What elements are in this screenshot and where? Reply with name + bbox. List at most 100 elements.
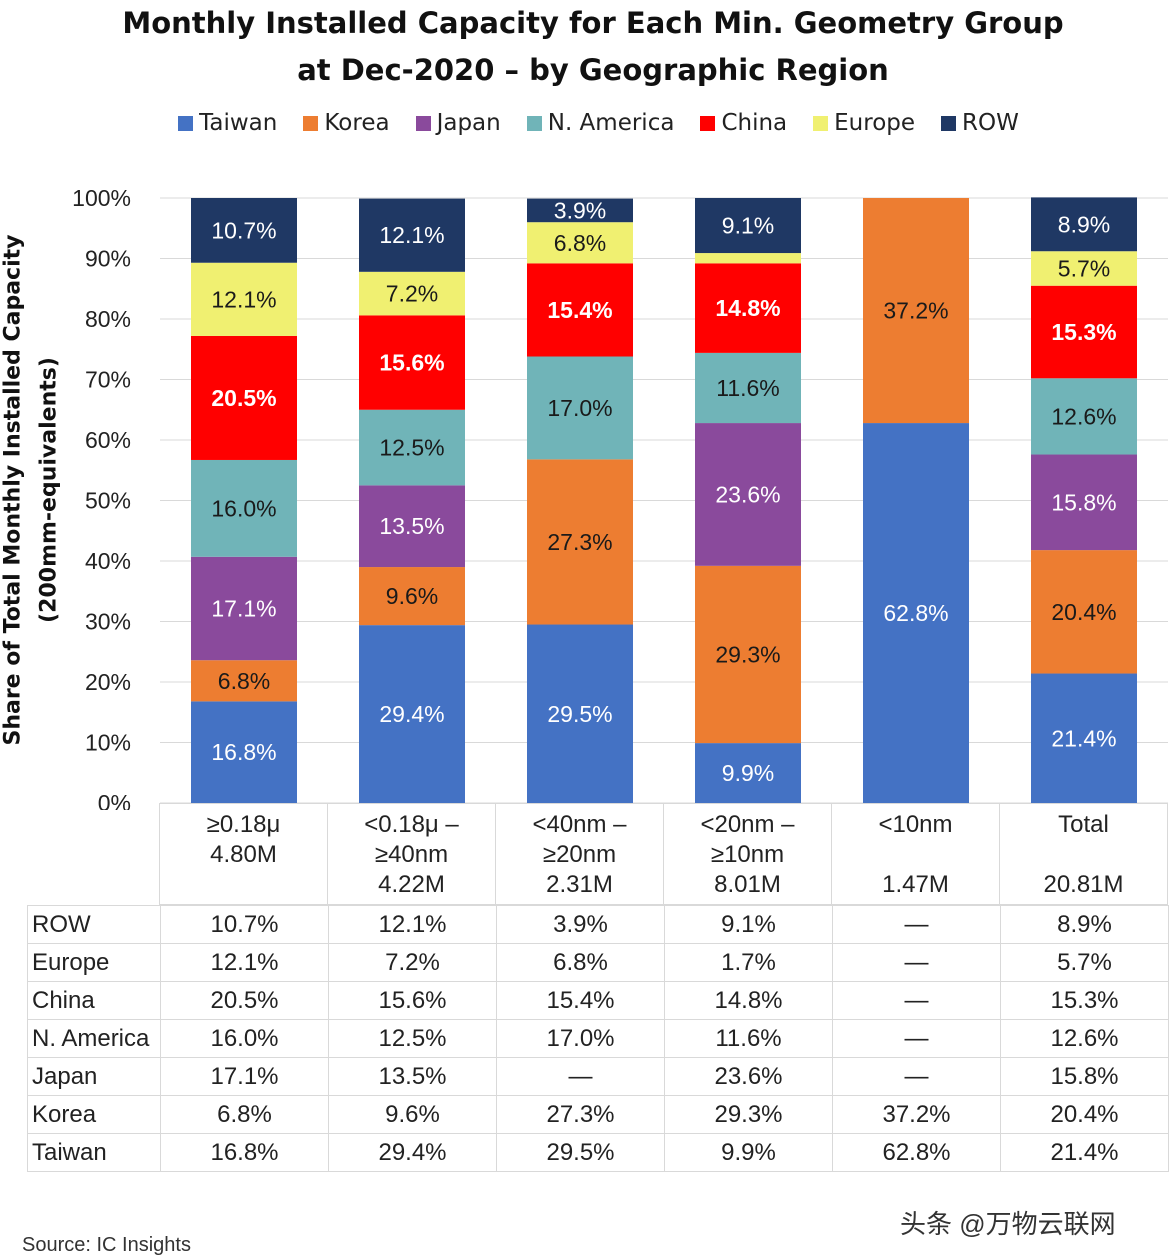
data-label-japan: 15.8% [1051, 489, 1116, 515]
table-cell: 16.0% [160, 1019, 329, 1058]
table-cell: 15.4% [496, 981, 665, 1020]
table-cell: — [832, 1057, 1001, 1096]
legend-swatch [178, 115, 194, 131]
category-header-spacer [0, 804, 160, 905]
bar-segment-taiwan [695, 743, 801, 803]
table-cell: 21.4% [1000, 1133, 1169, 1172]
data-label-row: 8.9% [1058, 211, 1110, 237]
legend-item-n-america: N. America [526, 110, 675, 136]
category-label: <0.18μ – ≥40nm 4.22M [327, 803, 496, 905]
data-label-n-america: 12.6% [1051, 403, 1116, 429]
category-label: <20nm – ≥10nm 8.01M [663, 803, 832, 905]
data-label-taiwan: 29.4% [379, 701, 444, 727]
category-label-line: ≥40nm [374, 841, 449, 868]
bar-segment-taiwan [863, 423, 969, 803]
data-label-korea: 29.3% [715, 641, 780, 667]
table-row-label: ROW [27, 905, 161, 944]
bar-segment-japan [695, 423, 801, 566]
table-row-korea: Korea 6.8% 9.6% 27.3% 29.3% 37.2% 20.4% [27, 1095, 1169, 1134]
chart-title-line-2: at Dec-2020 – by Geographic Region [297, 53, 889, 87]
table-cell: — [832, 1019, 1001, 1058]
legend-label: China [721, 110, 788, 136]
stacked-bar-chart: 0% 10% 20% 30% 40% 50% 60% 70% 80% 90% 100% 16.8% 6.… [72, 185, 1168, 810]
legend-label: Taiwan [199, 110, 278, 136]
data-label-taiwan: 62.8% [883, 600, 948, 626]
table-cell: 16.8% [160, 1133, 329, 1172]
bar-segment-korea [695, 565, 801, 744]
data-label-n-america: 12.5% [379, 435, 444, 461]
data-label-china: 15.6% [379, 350, 444, 376]
table-row-label: Taiwan [27, 1133, 161, 1172]
category-label: Total 20.81M [999, 803, 1168, 905]
bar-segment-korea [1031, 550, 1137, 674]
category-label: <10nm 1.47M [831, 803, 1000, 905]
bar-segment-japan [191, 556, 297, 661]
table-cell: 20.4% [1000, 1095, 1169, 1134]
y-tick-label: 10% [85, 730, 131, 756]
bar-segment-row [359, 198, 465, 272]
bar-segment-japan [359, 485, 465, 568]
legend-label: N. America [547, 110, 675, 136]
category-label-line [832, 840, 999, 870]
legend-item-europe: Europe [813, 110, 915, 136]
table-cell: 3.9% [496, 905, 665, 944]
bar-segment-korea [359, 567, 465, 626]
legend-label: Korea [324, 110, 390, 136]
bar-segment-taiwan [527, 624, 633, 803]
table-cell: 11.6% [664, 1019, 833, 1058]
data-label-row: 10.7% [211, 217, 276, 243]
table-cell: 7.2% [328, 943, 497, 982]
data-label-korea: 27.3% [547, 529, 612, 555]
table-row-china: China 20.5% 15.6% 15.4% 14.8% —15.3% [27, 981, 1169, 1020]
data-label-europe: 5.7% [1058, 255, 1110, 281]
category-label-line [1000, 840, 1167, 870]
legend-item-row: ROW [941, 110, 1019, 136]
table-cell: 1.7% [664, 943, 833, 982]
data-label-japan: 23.6% [715, 481, 780, 507]
bar-segment-korea [527, 459, 633, 625]
data-label-china: 15.3% [1051, 319, 1116, 345]
y-tick-label: 90% [85, 246, 131, 272]
category-label: <40nm – ≥20nm 2.31M [495, 803, 664, 905]
category-label-line: 20.81M [1043, 871, 1124, 898]
y-tick-label: 20% [85, 669, 131, 695]
table-cell: 37.2% [832, 1095, 1001, 1134]
data-label-row: 9.1% [722, 213, 774, 239]
bar-segment-n-america [527, 356, 633, 460]
category-label-line: <0.18μ – [364, 811, 459, 838]
table-cell: 29.5% [496, 1133, 665, 1172]
table-cell: 6.8% [160, 1095, 329, 1134]
table-cell: 29.3% [664, 1095, 833, 1134]
category-label-line: ≥20nm [542, 841, 617, 868]
bar-segment-china [359, 315, 465, 410]
legend-swatch [941, 115, 957, 131]
bar-segment-korea [863, 198, 969, 424]
y-tick-label: 70% [85, 367, 131, 393]
table-cell: 15.3% [1000, 981, 1169, 1020]
y-tick-label: 40% [85, 548, 131, 574]
legend-item-japan: Japan [415, 110, 501, 136]
legend-swatch [700, 115, 716, 131]
legend-swatch [415, 115, 431, 131]
table-cell: 12.1% [160, 943, 329, 982]
table-row-label: Korea [27, 1095, 161, 1134]
chart-legend: Taiwan Korea Japan N. America China Europe ROW [0, 110, 1170, 136]
table-cell: 27.3% [496, 1095, 665, 1134]
bar-segment-china [1031, 285, 1137, 379]
bar-segment-europe [527, 222, 633, 264]
table-cell: — [832, 943, 1001, 982]
bar-segment-row [1031, 197, 1137, 252]
data-label-japan: 17.1% [211, 595, 276, 621]
data-label-korea: 6.8% [218, 668, 270, 694]
table-row-taiwan: Taiwan 16.8% 29.4% 29.5% 9.9% 62.8% 21.4% [27, 1133, 1169, 1172]
data-label-korea: 20.4% [1051, 599, 1116, 625]
data-label-taiwan: 29.5% [547, 701, 612, 727]
category-label-line: <40nm – [532, 811, 627, 838]
table-cell: 6.8% [496, 943, 665, 982]
bar-segment-europe [191, 262, 297, 336]
category-label-line: 2.31M [546, 871, 613, 898]
data-label-china: 20.5% [211, 385, 276, 411]
table-cell: 9.6% [328, 1095, 497, 1134]
bar-segment-n-america [359, 409, 465, 486]
legend-label: Europe [834, 110, 916, 136]
